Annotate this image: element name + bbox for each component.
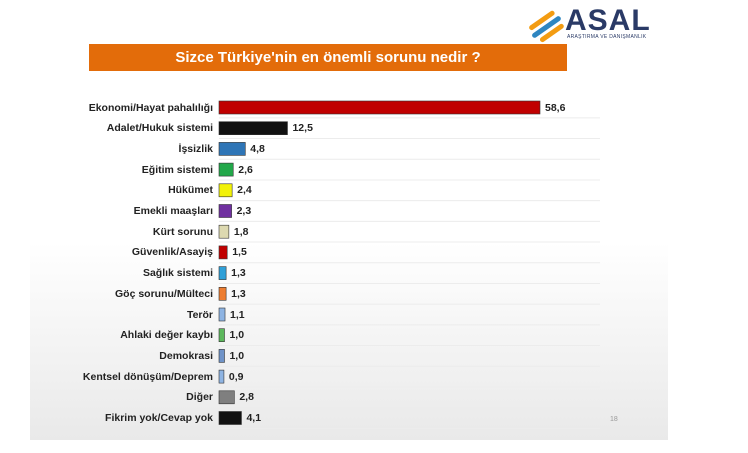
category-label: Güvenlik/Asayiş (131, 246, 213, 259)
value-label: 2,3 (236, 205, 252, 217)
category-label: Demokrasi (159, 349, 213, 362)
value-label: 1,8 (233, 225, 249, 238)
value-label: 1,1 (230, 308, 245, 321)
value-label: 1,0 (229, 349, 245, 362)
value-label: 2,6 (238, 163, 253, 176)
page-number: 18 (610, 416, 618, 423)
category-label: Ekonomi/Hayat pahalılığı (88, 101, 213, 114)
brand-name: ASAL (565, 4, 651, 37)
bar (218, 224, 230, 239)
category-label: Fikrim yok/Cevap yok (105, 412, 213, 424)
value-label: 1,3 (231, 287, 246, 300)
category-label: İşsizlik (178, 142, 213, 155)
category-label: Göç sorunu/Mülteci (114, 287, 213, 300)
value-label: 0,9 (228, 370, 244, 383)
value-label: 2,8 (239, 391, 254, 404)
bar (218, 369, 225, 384)
bar (218, 349, 225, 363)
category-label: Eğitim sistemi (141, 163, 213, 176)
bar (218, 162, 234, 177)
category-label: Terör (186, 308, 213, 321)
bar (218, 390, 235, 405)
value-label: 2,4 (237, 184, 252, 197)
bar (218, 266, 227, 280)
brand-logo-mark (529, 10, 564, 43)
brand-subtitle: ARAŞTIRMA VE DANIŞMANLIK (567, 34, 647, 40)
value-label: 12,5 (292, 122, 313, 135)
bar (218, 121, 288, 135)
category-label: Ahlaki değer kaybı (120, 329, 213, 342)
bar (218, 204, 232, 218)
bar (218, 328, 225, 343)
category-label: Adalet/Hukuk sistemi (106, 122, 213, 135)
bar (218, 245, 228, 260)
category-label: Diğer (186, 391, 213, 404)
bar (218, 286, 227, 301)
value-label: 1,0 (229, 329, 245, 342)
value-label: 1,3 (231, 267, 246, 280)
bar (218, 307, 226, 322)
value-label: 4,8 (250, 142, 265, 155)
category-label: Hükümet (168, 184, 213, 197)
bar (218, 142, 246, 156)
category-label: Sağlık sistemi (142, 267, 213, 280)
category-label: Kentsel dönüşüm/Deprem (82, 370, 213, 383)
value-label: 1,5 (232, 246, 247, 259)
bar (218, 411, 242, 425)
category-label: Kürt sorunu (152, 225, 213, 238)
bar (218, 100, 541, 115)
value-label: 4,1 (246, 412, 262, 424)
bar (218, 183, 233, 198)
category-label: Emekli maaşları (133, 205, 213, 217)
value-label: 58,6 (545, 101, 566, 114)
chart-title: Sizce Türkiye'nin en önemli sorunu nedir… (89, 44, 567, 71)
